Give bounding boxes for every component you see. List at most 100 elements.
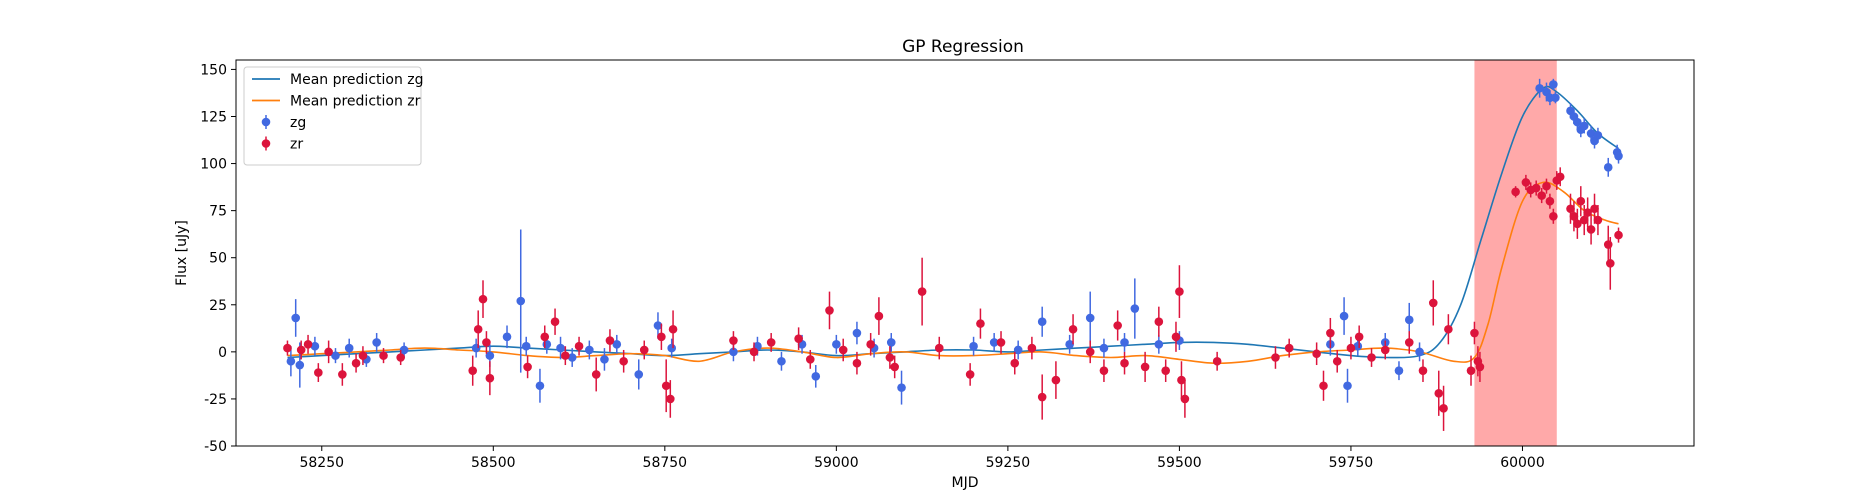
x-tick-label: 59500 [1157, 455, 1202, 471]
point-marker [1511, 187, 1520, 197]
y-tick-label: -50 [204, 439, 227, 455]
point-marker [1428, 298, 1438, 308]
data-point-zg [600, 348, 609, 371]
point-marker [1593, 131, 1603, 140]
y-axis-ticks: -50 -25 0 25 50 75 100 125 150 [200, 62, 236, 455]
data-point-zr [1068, 314, 1078, 345]
point-marker [1535, 83, 1544, 93]
data-point-zg [1551, 92, 1560, 104]
data-point-zr [1099, 359, 1109, 382]
point-marker [1614, 151, 1623, 161]
point-marker [1555, 172, 1565, 182]
point-marker [1444, 324, 1453, 334]
point-marker [338, 370, 347, 379]
point-marker [1271, 353, 1280, 362]
y-tick-label: 0 [218, 345, 227, 361]
point-marker [396, 353, 405, 362]
data-point-zr [1346, 336, 1356, 360]
point-marker [1579, 215, 1589, 225]
chart-title: GP Regression [902, 37, 1024, 57]
data-point-zr [1177, 361, 1186, 399]
data-point-zr [1140, 351, 1150, 382]
data-point-zg [1415, 342, 1424, 362]
legend-entry: Mean prediction zg [252, 72, 424, 88]
point-marker [324, 347, 333, 357]
point-marker [1573, 117, 1582, 127]
axes-frame [235, 59, 1695, 447]
point-marker [1579, 121, 1589, 131]
point-marker [344, 343, 354, 353]
point-marker [1130, 304, 1140, 313]
data-point-zg [1037, 306, 1047, 337]
data-point-zr [283, 340, 292, 356]
data-point-zr [1027, 336, 1037, 360]
data-point-zr [1180, 380, 1190, 418]
data-point-zg [502, 325, 512, 349]
data-point-zr [1171, 321, 1181, 352]
point-marker [1180, 394, 1190, 404]
data-point-zr [1531, 180, 1541, 196]
data-point-zr [852, 351, 862, 375]
point-marker [657, 332, 666, 342]
point-marker [1521, 178, 1531, 187]
data-point-zg [634, 359, 644, 390]
point-marker [1284, 343, 1294, 353]
mean-prediction-line-zr [287, 181, 1619, 365]
data-point-zr [1332, 349, 1342, 373]
data-point-zr [1444, 314, 1453, 345]
point-marker [805, 355, 815, 364]
data-point-zr [1154, 306, 1164, 337]
data-point-zr [1583, 197, 1592, 228]
data-point-zr [561, 346, 570, 366]
point-marker [399, 345, 409, 355]
point-marker [471, 343, 481, 353]
x-tick-label: 59000 [814, 455, 859, 471]
data-point-zr [478, 280, 488, 318]
data-point-zr [668, 310, 678, 349]
data-point-zg [1099, 338, 1109, 358]
data-point-zg [1603, 157, 1613, 177]
data-point-zr [1576, 186, 1586, 217]
data-point-zg [1339, 297, 1349, 335]
data-point-zr [379, 348, 388, 364]
data-point-zg [1593, 127, 1603, 143]
data-point-zg [1130, 278, 1140, 339]
point-marker [1068, 324, 1078, 334]
point-marker [1605, 259, 1615, 268]
data-point-zr [794, 327, 803, 350]
x-tick-label: 59250 [986, 455, 1031, 471]
point-marker [729, 336, 738, 345]
data-point-zr [351, 353, 361, 373]
data-point-zr [874, 297, 884, 335]
point-marker [619, 356, 628, 366]
y-tick-label: 150 [200, 62, 227, 78]
point-marker [766, 338, 776, 347]
point-marker [1590, 204, 1599, 214]
point-marker [777, 356, 786, 366]
x-axis-label: MJD [952, 475, 979, 491]
data-point-zr [1418, 359, 1428, 382]
data-point-zr [838, 338, 848, 362]
point-marker [358, 351, 368, 360]
data-point-zg [897, 370, 906, 405]
data-point-zr [1367, 348, 1376, 367]
data-point-zr [338, 363, 347, 386]
point-marker [1027, 343, 1037, 353]
data-point-zr [1545, 193, 1555, 209]
point-marker [1354, 332, 1364, 342]
point-marker [1614, 230, 1623, 240]
point-marker [1319, 381, 1328, 391]
point-marker [890, 362, 899, 372]
point-marker [521, 341, 531, 351]
point-marker [1586, 225, 1596, 234]
data-point-zr [1586, 214, 1596, 245]
point-marker [1065, 340, 1074, 349]
data-point-zr [890, 355, 899, 379]
data-point-zg [852, 321, 862, 345]
data-point-zr [1354, 325, 1364, 349]
point-marker [1394, 366, 1404, 375]
point-marker [885, 353, 895, 362]
point-marker [1171, 332, 1181, 342]
point-marker [295, 360, 305, 370]
point-marker [379, 351, 388, 360]
